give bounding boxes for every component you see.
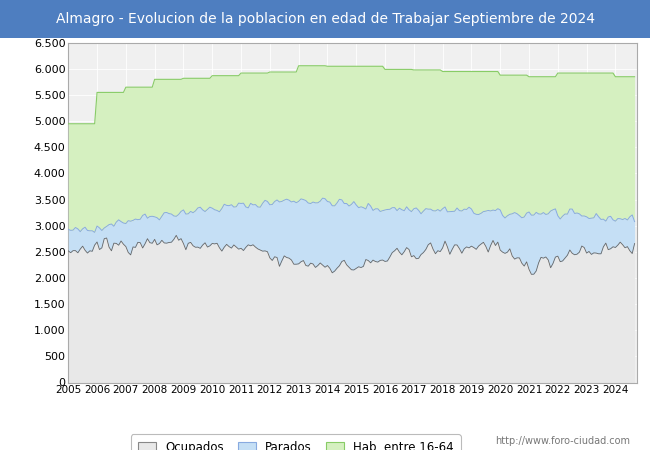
Text: http://www.foro-ciudad.com: http://www.foro-ciudad.com <box>495 436 630 446</box>
Legend: Ocupados, Parados, Hab. entre 16-64: Ocupados, Parados, Hab. entre 16-64 <box>131 434 461 450</box>
Text: Almagro - Evolucion de la poblacion en edad de Trabajar Septiembre de 2024: Almagro - Evolucion de la poblacion en e… <box>55 12 595 26</box>
